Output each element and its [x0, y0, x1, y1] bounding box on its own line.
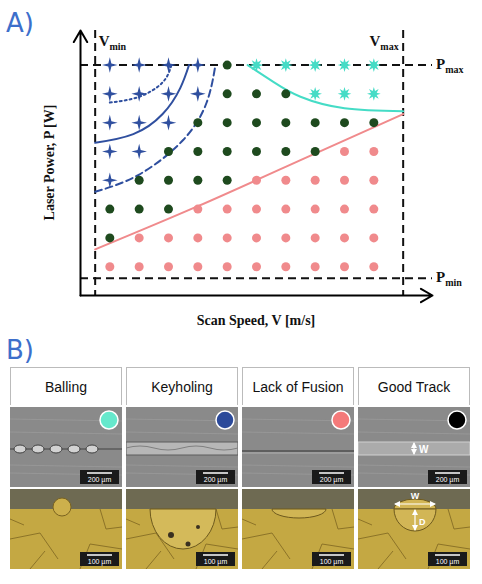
svg-text:Pmin: Pmin	[436, 269, 462, 288]
html-text:Keyholing: Keyholing	[151, 378, 213, 395]
svg-text:W: W	[419, 444, 429, 455]
svg-text:200 µm: 200 µm	[320, 476, 344, 484]
svg-text:Vmax: Vmax	[369, 33, 398, 52]
svg-text:100 µm: 100 µm	[320, 558, 344, 566]
svg-text:100 µm: 100 µm	[204, 558, 228, 566]
svg-text:100 µm: 100 µm	[88, 558, 112, 566]
svg-text:100 µm: 100 µm	[436, 558, 460, 566]
svg-text:D: D	[419, 517, 426, 527]
svg-text:200 µm: 200 µm	[88, 476, 112, 484]
svg-text:200 µm: 200 µm	[436, 476, 460, 484]
svg-text:Scan Speed, V [m/s]: Scan Speed, V [m/s]	[197, 313, 316, 328]
html-text:Balling: Balling	[45, 378, 87, 395]
html-text:Good Track: Good Track	[377, 378, 451, 395]
svg-text:Vmin: Vmin	[99, 33, 127, 52]
html-text:B): B)	[6, 335, 34, 365]
svg-text:W: W	[411, 491, 420, 501]
html-text:A): A)	[6, 8, 34, 38]
svg-text:Laser Power, P [W]: Laser Power, P [W]	[42, 105, 57, 221]
svg-text:Pmax: Pmax	[436, 56, 464, 75]
svg-text:200 µm: 200 µm	[204, 476, 228, 484]
html-text:Lack of Fusion: Lack of Fusion	[252, 378, 344, 395]
